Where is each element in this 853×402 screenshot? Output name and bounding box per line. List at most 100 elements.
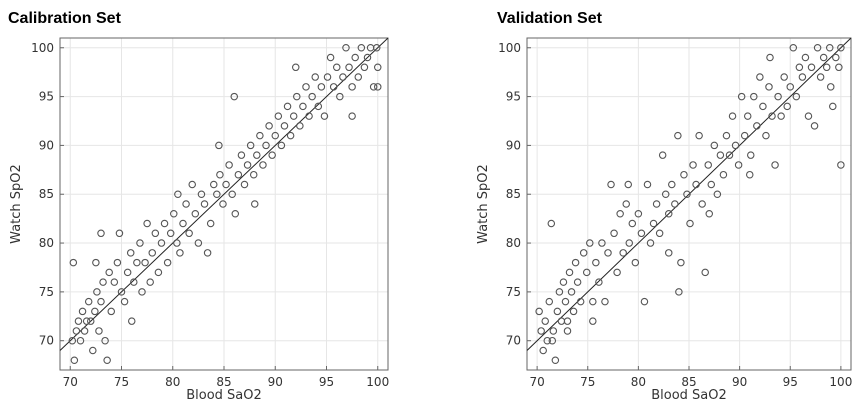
- calibration-data-point: [332, 63, 341, 72]
- calibration-data-point: [231, 210, 240, 218]
- calibration-data-point: [305, 112, 313, 120]
- calibration-data-point: [151, 229, 160, 238]
- calibration-data-point: [280, 122, 289, 130]
- calibration-data-point: [354, 73, 363, 81]
- calibration-data-point: [348, 83, 356, 91]
- calibration-data-point: [91, 307, 99, 316]
- calibration-data-point: [237, 151, 246, 159]
- calibration-y-tick-label: 70: [39, 334, 54, 348]
- validation-data-point: [535, 307, 543, 316]
- validation-data-point: [543, 336, 551, 345]
- calibration-y-tick-label: 95: [39, 90, 54, 104]
- validation-data-point: [819, 53, 828, 62]
- validation-data-point: [731, 141, 740, 150]
- calibration-y-tick-label: 80: [39, 236, 54, 250]
- validation-data-point: [804, 112, 813, 120]
- validation-y-tick-label: 90: [506, 138, 521, 152]
- validation-data-point: [810, 122, 819, 130]
- calibration-data-point: [70, 356, 79, 364]
- calibration-data-point: [360, 63, 369, 72]
- calibration-data-point: [130, 278, 138, 286]
- validation-data-point: [565, 268, 574, 277]
- validation-data-point: [777, 112, 785, 120]
- calibration-data-point: [320, 112, 329, 120]
- calibration-data-point: [262, 141, 270, 150]
- calibration-data-point: [222, 180, 230, 189]
- calibration-data-point: [243, 161, 252, 169]
- calibration-data-point: [339, 73, 347, 81]
- calibration-data-point: [326, 53, 335, 62]
- validation-x-tick-label: 85: [681, 375, 696, 389]
- validation-data-point: [792, 92, 801, 101]
- validation-data-point: [734, 161, 743, 169]
- calibration-data-point: [110, 278, 119, 286]
- calibration-y-tick-label: 75: [39, 285, 54, 299]
- calibration-data-point: [308, 92, 316, 101]
- calibration-data-point: [160, 219, 169, 228]
- validation-data-point: [571, 258, 580, 267]
- validation-data-point: [589, 297, 597, 306]
- calibration-data-point: [373, 83, 382, 91]
- calibration-data-point: [363, 53, 372, 62]
- validation-data-point: [680, 170, 688, 179]
- validation-data-point: [664, 210, 673, 218]
- validation-data-point: [569, 307, 578, 316]
- validation-plot: 70 75 80 85 90 95 100 70 75 80 85 90 95 100 Blood SaO2…: [476, 37, 852, 402]
- validation-data-point: [589, 317, 597, 325]
- calibration-data-point: [283, 102, 292, 111]
- validation-data-point: [557, 317, 566, 325]
- validation-data-point: [576, 297, 585, 306]
- validation-data-point: [595, 278, 603, 286]
- validation-data-point: [728, 112, 737, 120]
- calibration-data-point: [228, 190, 236, 198]
- validation-data-point: [789, 44, 798, 52]
- validation-data-point: [725, 151, 734, 159]
- validation-data-point: [837, 44, 845, 52]
- validation-data-point: [539, 346, 547, 355]
- validation-data-point: [705, 210, 713, 218]
- validation-data-point: [822, 63, 831, 72]
- validation-data-point: [740, 131, 749, 140]
- validation-data-point: [704, 161, 712, 169]
- validation-data-point: [624, 180, 632, 189]
- calibration-data-point: [68, 336, 77, 345]
- validation-data-point: [743, 112, 752, 120]
- calibration-data-point: [203, 249, 212, 257]
- validation-data-point: [628, 219, 637, 228]
- validation-data-point: [661, 190, 670, 198]
- validation-data-point: [713, 190, 722, 198]
- calibration-data-point: [286, 131, 295, 140]
- calibration-data-point: [72, 327, 81, 335]
- calibration-data-point: [299, 102, 307, 111]
- calibration-data-point: [225, 161, 233, 169]
- calibration-data-point: [133, 258, 141, 267]
- validation-y-tick-label: 75: [506, 285, 521, 299]
- calibration-data-point: [143, 219, 151, 228]
- validation-data-point: [598, 239, 606, 247]
- validation-data-point: [807, 63, 816, 72]
- calibration-data-point: [84, 297, 93, 306]
- calibration-data-point: [115, 229, 124, 238]
- calibration-data-point: [256, 131, 264, 140]
- calibration-data-point: [323, 73, 332, 81]
- validation-data-point: [768, 112, 776, 120]
- validation-data-point: [737, 92, 746, 101]
- validation-y-tick-label: 95: [506, 90, 521, 104]
- validation-data-point: [619, 249, 627, 257]
- validation-data-point: [710, 141, 719, 150]
- validation-data-point: [559, 278, 568, 286]
- validation-data-point: [563, 327, 572, 335]
- validation-data-point: [655, 229, 664, 238]
- calibration-data-point: [246, 141, 255, 150]
- validation-data-point: [579, 249, 588, 257]
- validation-data-point: [695, 131, 703, 140]
- validation-data-point: [719, 170, 728, 179]
- validation-data-point: [759, 102, 767, 111]
- validation-data-point: [765, 83, 773, 91]
- calibration-x-tick-label: 80: [165, 375, 180, 389]
- calibration-data-point: [92, 258, 100, 267]
- calibration-data-point: [87, 317, 95, 325]
- validation-x-axis-label: Blood SaO2: [651, 388, 727, 402]
- calibration-data-point: [176, 249, 184, 257]
